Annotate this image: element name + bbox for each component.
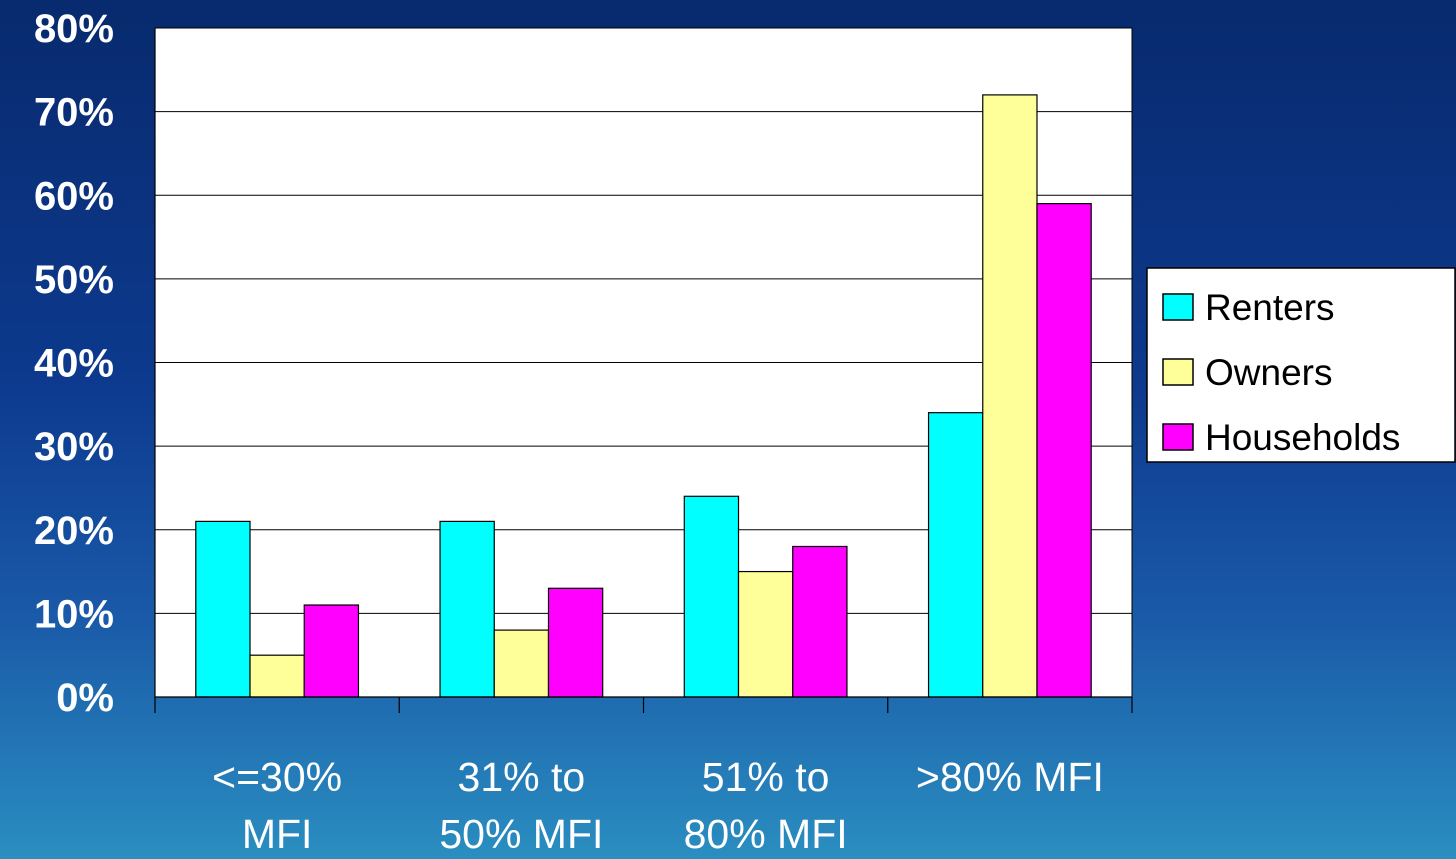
bar-households-0	[303, 604, 360, 698]
bar-owners-0	[249, 654, 305, 698]
bar-owners-2	[737, 570, 794, 698]
bar-renters-0	[195, 520, 251, 698]
x-category-label: 50% MFI	[439, 811, 603, 857]
bar-owners-3	[982, 94, 1038, 698]
bar-owners-1	[493, 629, 550, 698]
x-axis-category-labels: <=30% MFI 31% to 50% MFI 51% to 80% MFI >80% M…	[212, 754, 1104, 857]
y-tick-label: 30%	[34, 425, 114, 469]
y-tick-label: 0%	[56, 676, 114, 720]
x-category-label: >80% MFI	[916, 754, 1104, 800]
y-tick-label: 20%	[34, 509, 114, 553]
legend-label-owners: Owners	[1205, 352, 1332, 393]
x-category-label: MFI	[242, 811, 313, 857]
legend-box	[1146, 267, 1456, 463]
y-tick-label: 70%	[34, 91, 114, 135]
bar-households-1	[547, 587, 604, 698]
legend: Renters Owners Households	[1146, 267, 1456, 463]
legend-swatch-households	[1162, 423, 1194, 451]
legend-swatch-owners	[1162, 358, 1194, 386]
bar-renters-3	[927, 412, 984, 698]
y-tick-label: 50%	[34, 258, 114, 302]
legend-label-renters: Renters	[1205, 287, 1335, 328]
y-tick-label: 10%	[34, 592, 114, 636]
x-category-label: 80% MFI	[684, 811, 848, 857]
bar-households-2	[792, 545, 848, 698]
x-axis	[154, 28, 1133, 713]
legend-label-households: Households	[1205, 417, 1400, 458]
bars	[195, 94, 1092, 698]
x-category-label: 51% to	[702, 754, 830, 800]
y-tick-label: 40%	[34, 342, 114, 386]
bar-renters-1	[439, 520, 495, 698]
y-tick-label: 80%	[34, 7, 114, 51]
x-category-label: 31% to	[458, 754, 586, 800]
x-category-label: <=30%	[212, 754, 342, 800]
y-axis-tick-labels: 0% 10% 20% 30% 40% 50% 60% 70% 80%	[34, 7, 114, 720]
bar-households-3	[1036, 203, 1092, 698]
bar-renters-2	[683, 495, 740, 698]
y-tick-label: 60%	[34, 174, 114, 218]
legend-swatch-renters	[1162, 293, 1194, 321]
